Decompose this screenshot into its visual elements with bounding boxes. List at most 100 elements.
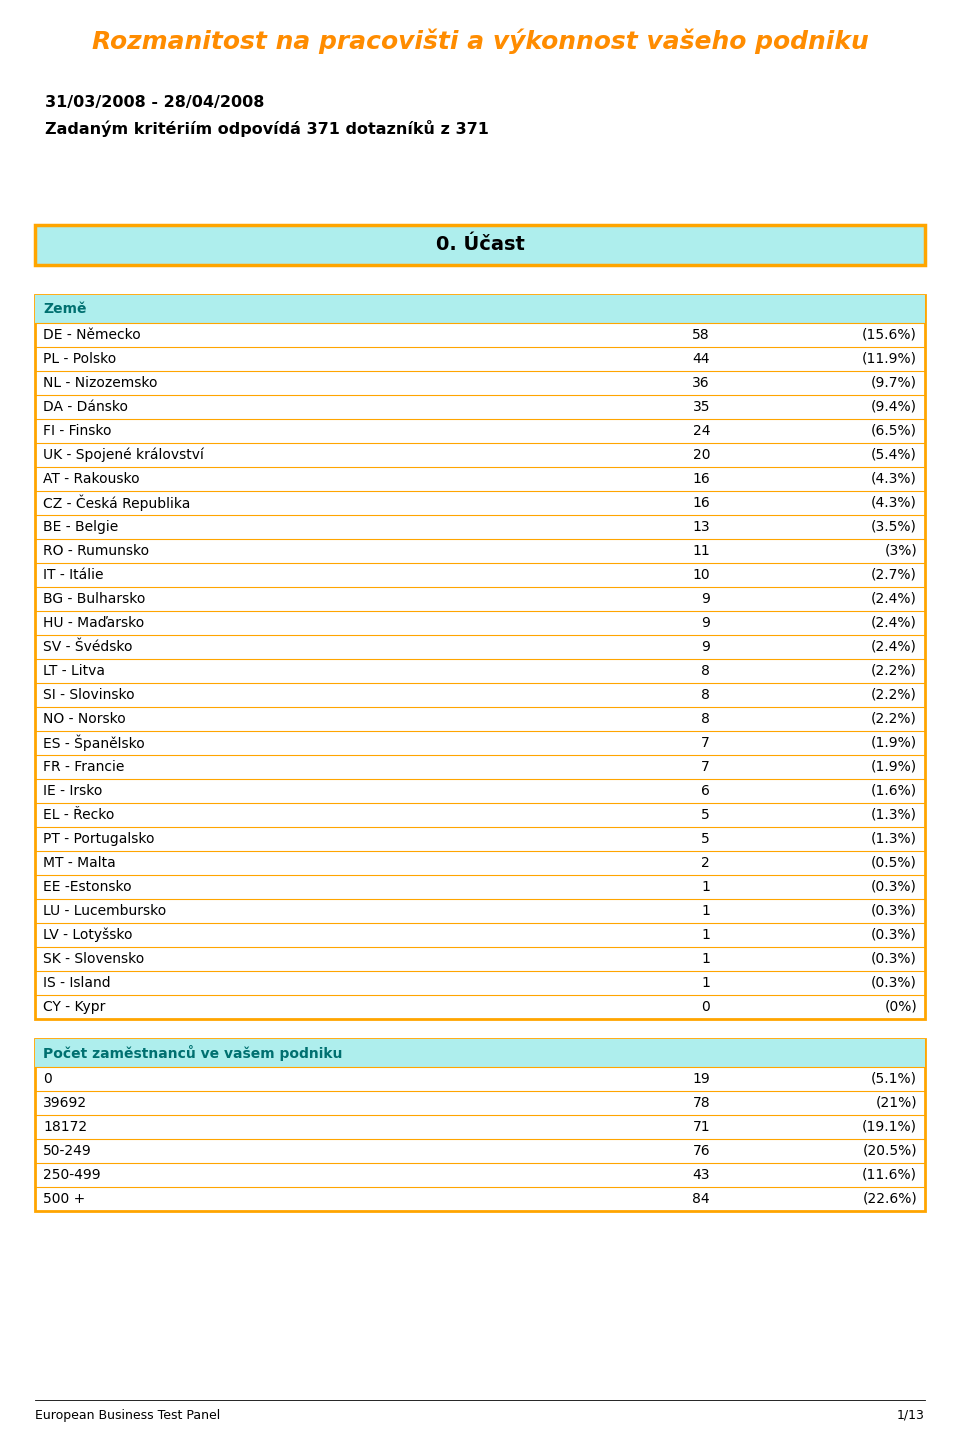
Text: 50-249: 50-249 <box>43 1143 92 1158</box>
Text: ES - Španělsko: ES - Španělsko <box>43 734 145 752</box>
Text: SI - Slovinsko: SI - Slovinsko <box>43 688 134 701</box>
Text: 31/03/2008 - 28/04/2008: 31/03/2008 - 28/04/2008 <box>45 95 264 109</box>
Text: (0.3%): (0.3%) <box>871 880 917 894</box>
Text: 7: 7 <box>701 760 710 775</box>
Text: European Business Test Panel: European Business Test Panel <box>35 1408 220 1421</box>
Text: IS - Island: IS - Island <box>43 976 110 991</box>
Text: DA - Dánsko: DA - Dánsko <box>43 400 128 415</box>
Text: 0: 0 <box>43 1071 52 1086</box>
Text: DE - Německo: DE - Německo <box>43 328 141 341</box>
Text: 10: 10 <box>692 567 710 582</box>
Text: CZ - Česká Republika: CZ - Česká Republika <box>43 495 190 511</box>
Text: 39692: 39692 <box>43 1096 87 1110</box>
Text: 11: 11 <box>692 544 710 557</box>
Text: BG - Bulharsko: BG - Bulharsko <box>43 592 145 606</box>
Text: 8: 8 <box>701 688 710 701</box>
Text: FR - Francie: FR - Francie <box>43 760 125 775</box>
Bar <box>35 295 925 323</box>
Text: (21%): (21%) <box>876 1096 917 1110</box>
Text: FI - Finsko: FI - Finsko <box>43 423 111 438</box>
Text: 36: 36 <box>692 376 710 390</box>
Text: Zadaným kritériím odpovídá 371 dotazníků z 371: Zadaným kritériím odpovídá 371 dotazníků… <box>45 120 489 137</box>
Text: (2.4%): (2.4%) <box>871 592 917 606</box>
Text: (11.6%): (11.6%) <box>862 1168 917 1182</box>
Text: 9: 9 <box>701 639 710 654</box>
Text: (0.3%): (0.3%) <box>871 952 917 966</box>
Text: 13: 13 <box>692 520 710 534</box>
Bar <box>35 1040 925 1067</box>
Text: 43: 43 <box>692 1168 710 1182</box>
Text: NL - Nizozemsko: NL - Nizozemsko <box>43 376 157 390</box>
Text: (0%): (0%) <box>884 999 917 1014</box>
Text: AT - Rakousko: AT - Rakousko <box>43 472 139 487</box>
Text: Rozmanitost na pracovišti a výkonnost vašeho podniku: Rozmanitost na pracovišti a výkonnost va… <box>91 27 869 53</box>
Text: 1: 1 <box>701 952 710 966</box>
Text: (0.3%): (0.3%) <box>871 904 917 919</box>
Text: SV - Švédsko: SV - Švédsko <box>43 639 132 654</box>
Text: 0: 0 <box>701 999 710 1014</box>
Text: (22.6%): (22.6%) <box>862 1192 917 1207</box>
Text: LU - Lucembursko: LU - Lucembursko <box>43 904 166 919</box>
Text: 8: 8 <box>701 711 710 726</box>
Text: RO - Rumunsko: RO - Rumunsko <box>43 544 149 557</box>
Text: 5: 5 <box>701 832 710 845</box>
Text: 1: 1 <box>701 976 710 991</box>
Text: (9.7%): (9.7%) <box>871 376 917 390</box>
Text: 19: 19 <box>692 1071 710 1086</box>
Text: HU - Maďarsko: HU - Maďarsko <box>43 616 144 631</box>
Text: LV - Lotyšsko: LV - Lotyšsko <box>43 927 132 942</box>
Text: (1.3%): (1.3%) <box>871 832 917 845</box>
Text: UK - Spojené království: UK - Spojené království <box>43 448 204 462</box>
Text: 500 +: 500 + <box>43 1192 85 1207</box>
Text: 24: 24 <box>692 423 710 438</box>
Bar <box>35 225 925 265</box>
Text: CY - Kypr: CY - Kypr <box>43 999 106 1014</box>
Text: Počet zaměstnanců ve vašem podniku: Počet zaměstnanců ve vašem podniku <box>43 1045 343 1061</box>
Text: (2.2%): (2.2%) <box>871 688 917 701</box>
Text: (0.3%): (0.3%) <box>871 927 917 942</box>
Text: 5: 5 <box>701 808 710 822</box>
Text: Země: Země <box>43 302 86 315</box>
Text: 8: 8 <box>701 664 710 678</box>
Text: 20: 20 <box>692 448 710 462</box>
Text: 7: 7 <box>701 736 710 750</box>
Text: IT - Itálie: IT - Itálie <box>43 567 104 582</box>
Text: (1.9%): (1.9%) <box>871 760 917 775</box>
Text: 1: 1 <box>701 927 710 942</box>
Text: (1.9%): (1.9%) <box>871 736 917 750</box>
Text: 18172: 18172 <box>43 1120 87 1135</box>
Text: (0.3%): (0.3%) <box>871 976 917 991</box>
Text: (1.6%): (1.6%) <box>871 783 917 798</box>
Text: MT - Malta: MT - Malta <box>43 855 116 870</box>
Text: (5.1%): (5.1%) <box>871 1071 917 1086</box>
Text: 35: 35 <box>692 400 710 415</box>
Text: (19.1%): (19.1%) <box>862 1120 917 1135</box>
Text: 84: 84 <box>692 1192 710 1207</box>
Text: (6.5%): (6.5%) <box>871 423 917 438</box>
Text: LT - Litva: LT - Litva <box>43 664 105 678</box>
Text: PL - Polsko: PL - Polsko <box>43 351 116 366</box>
Text: 250-499: 250-499 <box>43 1168 101 1182</box>
Text: (4.3%): (4.3%) <box>871 472 917 487</box>
Text: 1/13: 1/13 <box>898 1408 925 1421</box>
Text: (2.4%): (2.4%) <box>871 616 917 631</box>
Text: 44: 44 <box>692 351 710 366</box>
Text: (2.2%): (2.2%) <box>871 664 917 678</box>
Text: EE -Estonsko: EE -Estonsko <box>43 880 132 894</box>
Text: 1: 1 <box>701 880 710 894</box>
Text: (11.9%): (11.9%) <box>862 351 917 366</box>
Text: (2.4%): (2.4%) <box>871 639 917 654</box>
Text: (15.6%): (15.6%) <box>862 328 917 341</box>
Text: EL - Řecko: EL - Řecko <box>43 808 114 822</box>
Text: 1: 1 <box>701 904 710 919</box>
Text: 0. Účast: 0. Účast <box>436 236 524 255</box>
Text: (3%): (3%) <box>884 544 917 557</box>
Text: (2.2%): (2.2%) <box>871 711 917 726</box>
Text: (20.5%): (20.5%) <box>862 1143 917 1158</box>
Text: 9: 9 <box>701 592 710 606</box>
Text: 76: 76 <box>692 1143 710 1158</box>
Text: NO - Norsko: NO - Norsko <box>43 711 126 726</box>
Text: PT - Portugalsko: PT - Portugalsko <box>43 832 155 845</box>
Text: 58: 58 <box>692 328 710 341</box>
Text: (1.3%): (1.3%) <box>871 808 917 822</box>
